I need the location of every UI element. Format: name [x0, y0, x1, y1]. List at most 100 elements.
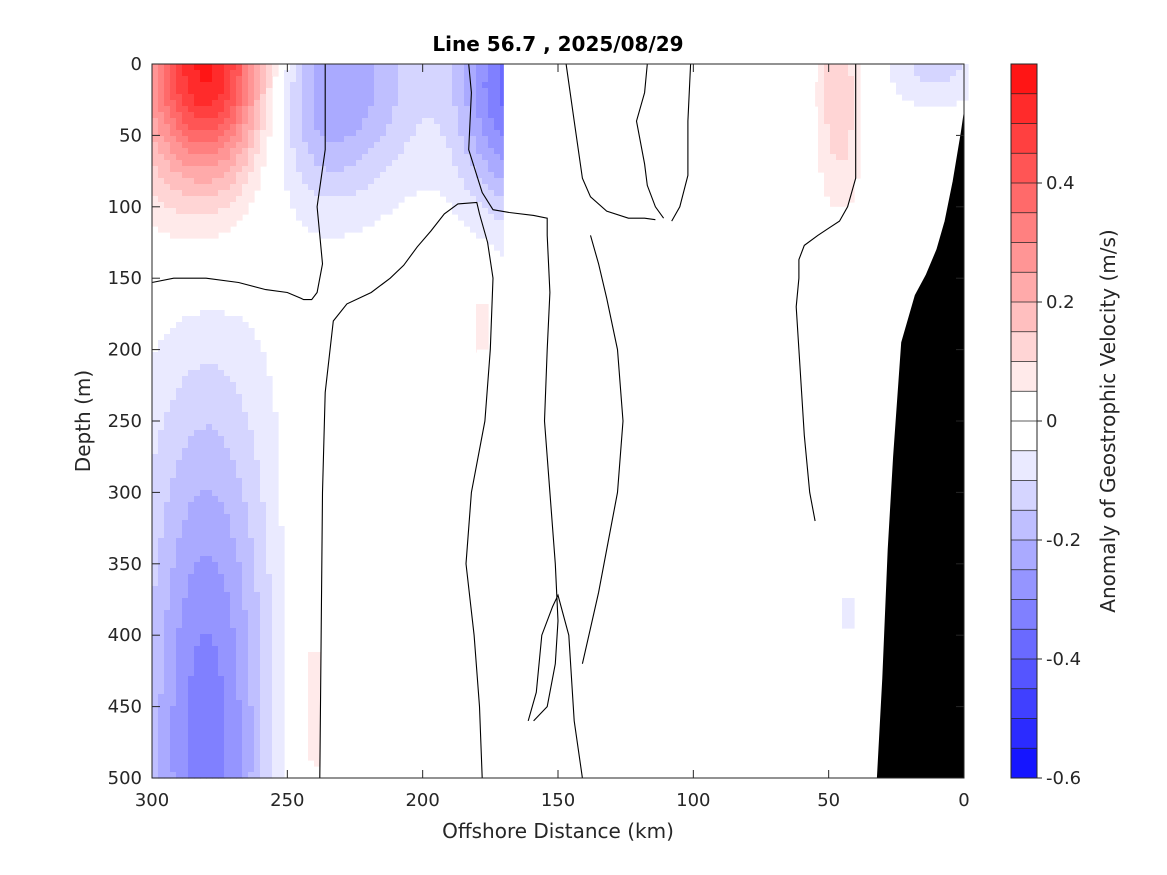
field-cell [386, 100, 393, 107]
field-cell [230, 136, 237, 143]
field-cell [152, 688, 159, 695]
field-cell [236, 502, 243, 509]
field-cell [290, 136, 297, 143]
field-cell [338, 202, 345, 209]
field-cell [464, 136, 471, 143]
field-cell [374, 70, 381, 77]
field-cell [182, 328, 189, 335]
field-cell [272, 718, 279, 725]
field-cell [152, 772, 159, 779]
field-cell [176, 136, 183, 143]
field-cell [404, 100, 411, 107]
field-cell [170, 550, 177, 557]
field-cell [224, 658, 231, 665]
field-cell [368, 124, 375, 131]
field-cell [464, 112, 471, 119]
field-cell [374, 184, 381, 191]
field-cell [416, 82, 423, 89]
field-cell [482, 106, 489, 113]
field-cell [848, 124, 855, 131]
field-cell [374, 202, 381, 209]
field-cell [914, 76, 921, 83]
field-cell [248, 76, 255, 83]
field-cell [338, 196, 345, 203]
field-cell [158, 604, 165, 611]
field-cell [164, 562, 171, 569]
field-cell [224, 178, 231, 185]
field-cell [476, 316, 483, 323]
field-cell [440, 148, 447, 155]
field-cell [854, 106, 861, 113]
field-cell [164, 454, 171, 461]
field-cell [230, 88, 237, 95]
field-cell [242, 172, 249, 179]
field-cell [470, 154, 477, 161]
field-cell [230, 556, 237, 563]
field-cell [896, 70, 903, 77]
field-cell [494, 118, 501, 125]
field-cell [170, 412, 177, 419]
field-cell [152, 400, 159, 407]
field-cell [218, 772, 225, 779]
field-cell [164, 382, 171, 389]
field-cell [446, 178, 453, 185]
field-cell [164, 670, 171, 677]
field-cell [236, 646, 243, 653]
field-cell [488, 208, 495, 215]
field-cell [332, 64, 339, 71]
field-cell [242, 514, 249, 521]
field-cell [422, 154, 429, 161]
field-cell [266, 574, 273, 581]
field-cell [248, 574, 255, 581]
field-cell [212, 190, 219, 197]
field-cell [230, 442, 237, 449]
field-cell [224, 772, 231, 779]
field-cell [212, 526, 219, 533]
field-cell [422, 64, 429, 71]
field-cell [182, 76, 189, 83]
field-cell [248, 580, 255, 587]
field-cell [182, 448, 189, 455]
field-cell [212, 130, 219, 137]
field-cell [248, 670, 255, 677]
field-cell [218, 328, 225, 335]
field-cell [386, 130, 393, 137]
field-cell [164, 184, 171, 191]
field-cell [212, 172, 219, 179]
field-cell [308, 130, 315, 137]
field-cell [164, 520, 171, 527]
field-cell [224, 124, 231, 131]
field-cell [248, 352, 255, 359]
field-cell [260, 610, 267, 617]
field-cell [836, 82, 843, 89]
field-cell [842, 184, 849, 191]
zero-contour-line [795, 64, 857, 522]
field-cell [188, 112, 195, 119]
field-cell [338, 124, 345, 131]
field-cell [254, 616, 261, 623]
field-cell [206, 460, 213, 467]
field-cell [164, 418, 171, 425]
field-cell [170, 538, 177, 545]
field-cell [182, 82, 189, 89]
field-cell [476, 190, 483, 197]
field-cell [266, 76, 273, 83]
field-cell [242, 694, 249, 701]
field-cell [374, 196, 381, 203]
field-cell [470, 130, 477, 137]
field-cell [212, 658, 219, 665]
field-cell [368, 160, 375, 167]
field-cell [368, 184, 375, 191]
field-cell [260, 106, 267, 113]
field-cell [314, 148, 321, 155]
field-cell [182, 754, 189, 761]
field-cell [374, 160, 381, 167]
field-cell [176, 502, 183, 509]
field-cell [266, 700, 273, 707]
field-cell [260, 514, 267, 521]
field-cell [230, 190, 237, 197]
field-cell [194, 496, 201, 503]
field-cell [398, 166, 405, 173]
field-cell [902, 82, 909, 89]
field-cell [206, 220, 213, 227]
